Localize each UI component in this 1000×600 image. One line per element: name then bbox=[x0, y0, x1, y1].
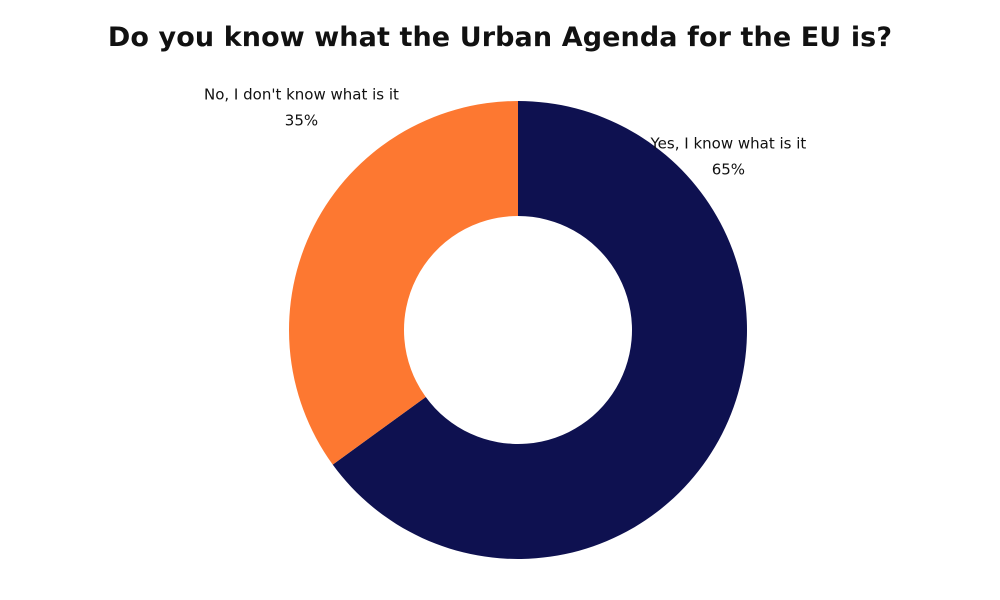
slice-label-yes: Yes, I know what is it 65% bbox=[650, 135, 807, 179]
donut-slice-yes bbox=[332, 101, 747, 560]
donut-slice-no bbox=[289, 101, 518, 465]
donut-slices bbox=[289, 101, 747, 560]
slice-label-value: 65% bbox=[712, 161, 745, 179]
slice-label-value: 35% bbox=[285, 111, 318, 129]
slice-labels: Yes, I know what is it 65% No, I don't kno… bbox=[204, 85, 806, 178]
slice-label-name: No, I don't know what is it bbox=[204, 85, 399, 103]
slice-label-name: Yes, I know what is it bbox=[650, 135, 807, 153]
slice-label-no: No, I don't know what is it 35% bbox=[204, 85, 399, 129]
chart-title: Do you know what the Urban Agenda for th… bbox=[107, 22, 893, 53]
